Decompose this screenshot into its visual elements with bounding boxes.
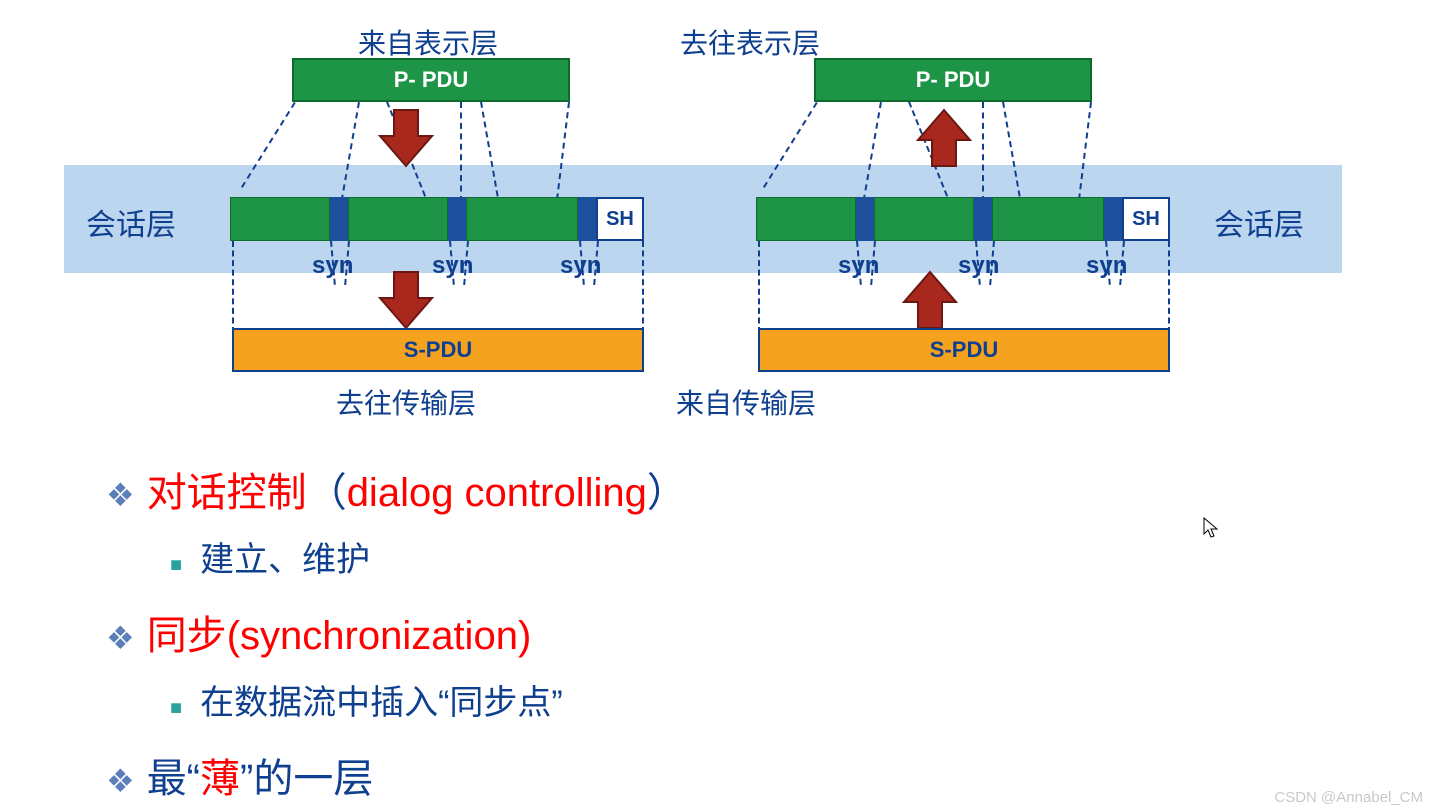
- left-bottom-label: 去往传输层: [336, 382, 476, 422]
- sh-text: SH: [606, 208, 634, 231]
- left-segments: SH: [230, 197, 644, 241]
- arrow-up-icon: [916, 108, 972, 168]
- seg-syn: [856, 197, 874, 241]
- square-bullet-icon: ■: [170, 554, 182, 577]
- seg-green: [756, 197, 856, 241]
- seg-syn: [448, 197, 466, 241]
- seg-syn: [1104, 197, 1122, 241]
- right-ppdu-text: P- PDU: [916, 67, 991, 93]
- seg-green: [230, 197, 330, 241]
- b2-red2: (synchronization): [227, 614, 532, 658]
- square-bullet-icon: ■: [170, 697, 182, 720]
- right-spdu-box: S-PDU: [758, 328, 1170, 372]
- b3-red1: 薄: [200, 757, 240, 801]
- bullet-item-3: ❖ 最“薄”的一层: [106, 746, 1306, 804]
- arrow-down-icon: [378, 108, 434, 168]
- seg-syn: [330, 197, 348, 241]
- left-ppdu-box: P- PDU: [292, 58, 570, 102]
- bullet-list: ❖ 对话控制（dialog controlling） ■ 建立、维护 ❖ 同步(…: [106, 450, 1306, 804]
- dash-line: [642, 241, 644, 333]
- seg-green: [466, 197, 578, 241]
- left-ppdu-text: P- PDU: [394, 67, 469, 93]
- diamond-bullet-icon: ❖: [106, 619, 135, 657]
- diamond-bullet-icon: ❖: [106, 762, 135, 800]
- dash-line: [1168, 241, 1170, 333]
- seg-sh: SH: [596, 197, 644, 241]
- seg-syn: [578, 197, 596, 241]
- bullet-item-1-sub: ■ 建立、维护: [170, 532, 1306, 581]
- left-spdu-text: S-PDU: [404, 337, 472, 363]
- arrow-down-icon: [378, 270, 434, 330]
- seg-green: [874, 197, 974, 241]
- seg-green: [992, 197, 1104, 241]
- right-bottom-label: 来自传输层: [676, 382, 816, 422]
- bullet-item-2: ❖ 同步(synchronization): [106, 603, 1306, 661]
- b2-red1: 同步: [147, 614, 227, 658]
- left-spdu-box: S-PDU: [232, 328, 644, 372]
- b3-blue1: 最“: [147, 757, 200, 801]
- right-session-label: 会话层: [1214, 200, 1304, 244]
- right-top-label: 去往表示层: [680, 22, 820, 62]
- watermark-text: CSDN @Annabel_CM: [1274, 789, 1423, 806]
- left-top-label: 来自表示层: [358, 22, 498, 62]
- b1-sub-text: 建立、维护: [200, 532, 370, 581]
- seg-green: [348, 197, 448, 241]
- left-session-label: 会话层: [86, 200, 176, 244]
- dash-line: [758, 241, 760, 333]
- right-segments: SH: [756, 197, 1170, 241]
- b1-blue1: （: [307, 471, 347, 515]
- bullet-item-1: ❖ 对话控制（dialog controlling）: [106, 460, 1306, 518]
- sh-text: SH: [1132, 208, 1160, 231]
- dash-line: [232, 241, 234, 333]
- right-ppdu-box: P- PDU: [814, 58, 1092, 102]
- cursor-pointer-icon: [1202, 516, 1222, 540]
- right-spdu-text: S-PDU: [930, 337, 998, 363]
- b3-blue2: ”的一层: [240, 757, 373, 801]
- seg-syn: [974, 197, 992, 241]
- diagram-area: 来自表示层 P- PDU 会话层 SH syn syn syn S-PDU: [0, 0, 1433, 420]
- diamond-bullet-icon: ❖: [106, 476, 135, 514]
- dash-line: [460, 102, 462, 202]
- seg-sh: SH: [1122, 197, 1170, 241]
- bullet-item-2-sub: ■ 在数据流中插入“同步点”: [170, 675, 1306, 724]
- b2-sub-text: 在数据流中插入“同步点”: [200, 675, 563, 724]
- b1-red1: 对话控制: [147, 471, 307, 515]
- arrow-up-icon: [902, 270, 958, 330]
- dash-line: [982, 102, 984, 202]
- b1-blue2: ）: [647, 471, 687, 515]
- b1-red2: dialog controlling: [347, 471, 647, 515]
